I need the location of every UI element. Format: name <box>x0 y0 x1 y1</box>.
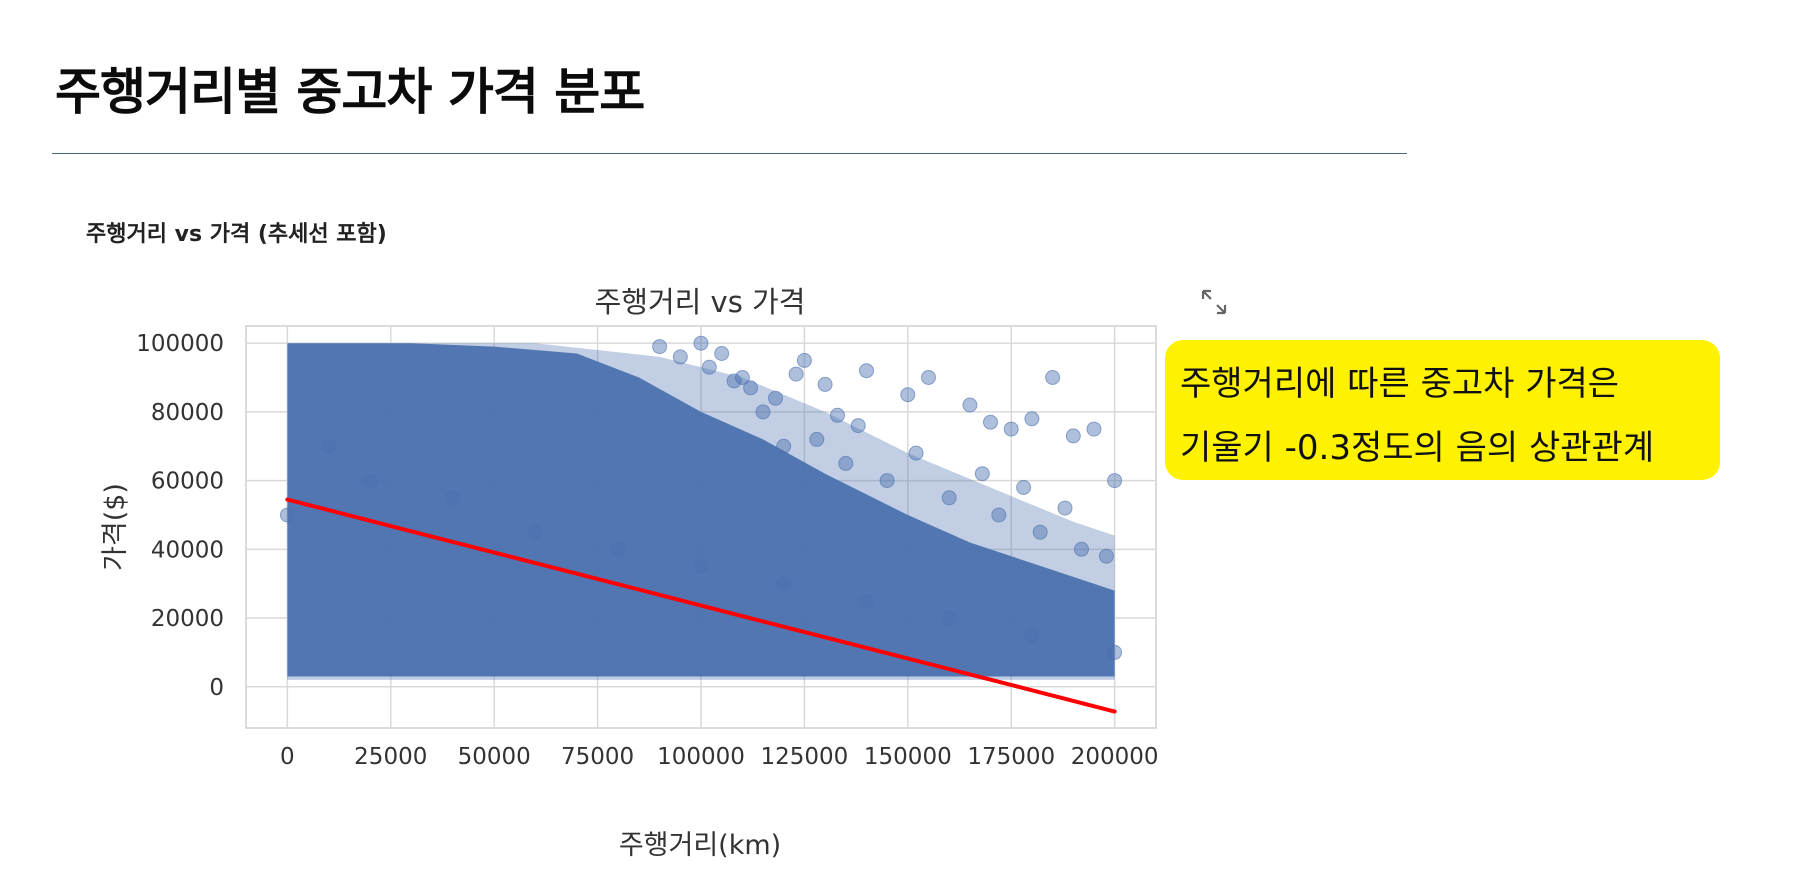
scatter-point <box>796 352 812 368</box>
scatter-point <box>983 414 998 430</box>
scatter-chart: 0 25000 50000 75000 100000 125000 150000 175000… <box>100 285 1159 861</box>
x-tick-label: 100000 <box>657 744 745 770</box>
y-axis-label: 가격($) <box>100 483 131 571</box>
scatter-point <box>1086 421 1102 437</box>
x-tick-label: 200000 <box>1071 744 1159 770</box>
x-tick-label: 50000 <box>458 744 531 770</box>
scatter-point <box>714 346 730 361</box>
expand-arrows-icon[interactable] <box>1200 288 1228 316</box>
x-tick-label: 0 <box>280 744 295 770</box>
dense-point-cloud <box>287 343 1115 680</box>
scatter-point <box>693 335 709 351</box>
page-title: 주행거리별 중고차 가격 분포 <box>55 63 645 121</box>
scatter-point <box>693 559 709 574</box>
x-tick-label: 75000 <box>561 744 634 770</box>
scatter-point <box>776 438 792 454</box>
scatter-point <box>879 473 895 489</box>
scatter-point <box>1065 428 1081 444</box>
scatter-density-halo <box>287 343 1115 680</box>
scatter-point <box>859 363 874 379</box>
x-axis-label: 주행거리(km) <box>619 830 781 861</box>
scatter-point <box>445 490 461 506</box>
scatter-point <box>672 349 688 365</box>
title-divider <box>52 153 1407 154</box>
callout-line-2: 기울기 -0.3정도의 음의 상관관계 <box>1180 428 1655 468</box>
scatter-point <box>1003 421 1019 437</box>
scatter-point <box>962 397 978 413</box>
scatter-point <box>1024 411 1040 427</box>
scatter-point <box>726 373 742 389</box>
scatter-point <box>850 418 866 434</box>
scatter-point <box>817 376 833 392</box>
scatter-point <box>768 390 783 406</box>
trend-line-group <box>285 497 1117 714</box>
x-tick-label: 25000 <box>354 744 427 770</box>
scatter-point <box>755 404 771 420</box>
scatter-point <box>362 473 378 489</box>
scatter-point <box>1024 627 1040 643</box>
scatter-point <box>776 576 792 592</box>
scatter-point <box>1107 473 1123 489</box>
scatter-point <box>908 445 924 461</box>
tick-labels: 0 25000 50000 75000 100000 125000 150000 175000… <box>136 331 1158 770</box>
x-tick-label: 175000 <box>967 744 1055 770</box>
callout-line-1: 주행거리에 따른 중고차 가격은 <box>1180 364 1620 404</box>
scatter-point <box>652 339 668 355</box>
scatter-point <box>838 455 854 471</box>
y-tick-label: 20000 <box>151 606 224 632</box>
y-tick-label: 0 <box>209 675 224 701</box>
scatter-point <box>1016 480 1032 495</box>
chart-title: 주행거리 vs 가격 <box>595 285 806 319</box>
scatter-point <box>859 593 874 609</box>
scatter-point <box>743 380 759 396</box>
y-tick-label: 60000 <box>151 469 224 495</box>
chart-caption: 주행거리 vs 가격 (추세선 포함) <box>86 222 387 247</box>
scatter-point <box>1032 524 1048 540</box>
scatter-point <box>1045 370 1061 385</box>
scatter-point <box>1057 500 1073 516</box>
scatter-point <box>788 366 804 382</box>
y-tick-label: 80000 <box>151 400 224 426</box>
scatter-point <box>1107 644 1123 660</box>
scatter-point <box>921 370 936 385</box>
dense-scatter-region <box>287 343 1115 677</box>
y-tick-label: 40000 <box>151 537 224 563</box>
scatter-point <box>734 370 750 385</box>
scatter-point <box>279 507 295 523</box>
scatter-points <box>279 335 1123 660</box>
scatter-point <box>809 431 825 447</box>
scatter-point <box>528 524 543 540</box>
scatter-point <box>941 490 957 506</box>
scatter-point <box>941 610 957 626</box>
y-tick-label: 100000 <box>136 331 224 357</box>
insight-callout: 주행거리에 따른 중고차 가격은 기울기 -0.3정도의 음의 상관관계 <box>1165 340 1720 480</box>
x-tick-label: 125000 <box>761 744 849 770</box>
scatter-point <box>1074 541 1089 557</box>
scatter-point <box>610 541 626 557</box>
scatter-point <box>701 359 717 375</box>
scatter-point <box>1098 548 1114 564</box>
scatter-point <box>321 438 337 454</box>
trend-line <box>285 497 1117 714</box>
x-tick-label: 150000 <box>864 744 952 770</box>
scatter-point <box>991 507 1007 523</box>
scatter-point <box>974 466 990 482</box>
scatter-point <box>830 407 845 423</box>
scatter-point <box>900 387 916 403</box>
